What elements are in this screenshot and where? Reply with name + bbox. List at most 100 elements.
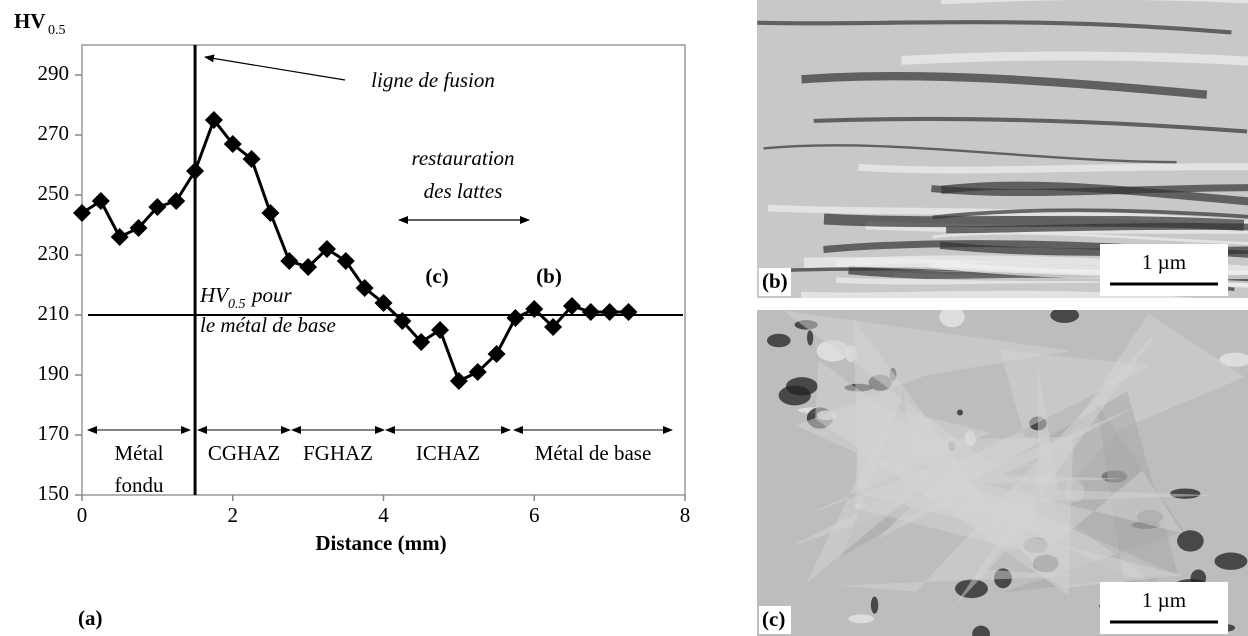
y-tick-label: 230 xyxy=(38,241,70,265)
data-point xyxy=(393,312,412,330)
texture xyxy=(972,625,990,636)
data-point xyxy=(374,294,393,312)
texture xyxy=(954,313,1245,607)
x-tick-label: 4 xyxy=(378,503,389,527)
data-point xyxy=(506,309,525,327)
texture xyxy=(956,409,964,416)
data-point xyxy=(186,162,205,180)
texture xyxy=(800,290,1194,298)
label-box xyxy=(759,268,791,296)
texture xyxy=(807,329,814,346)
texture xyxy=(763,144,1177,164)
data-point xyxy=(544,318,563,336)
scale-box xyxy=(1100,244,1228,296)
texture xyxy=(1050,310,1080,323)
y-tick-label: 170 xyxy=(38,421,70,445)
base-annotation: HV xyxy=(199,283,230,307)
data-point xyxy=(581,303,600,321)
x-tick-label: 2 xyxy=(228,503,239,527)
data-point xyxy=(562,297,581,315)
texture xyxy=(858,163,1248,174)
x-axis-label: Distance (mm) xyxy=(315,531,446,555)
scale-label: 1 µm xyxy=(1142,250,1186,274)
data-point xyxy=(73,204,91,222)
base-annotation: pour xyxy=(250,283,293,307)
data-point xyxy=(431,321,450,339)
data-point xyxy=(261,204,280,222)
data-point xyxy=(487,345,506,363)
plot-frame xyxy=(81,44,686,496)
y-tick-label: 270 xyxy=(38,121,70,145)
y-tick-label: 190 xyxy=(38,361,70,385)
zone-label: Métal de base xyxy=(535,441,652,465)
point-annotation: (b) xyxy=(536,264,562,288)
texture xyxy=(932,208,1248,220)
data-point xyxy=(449,372,468,390)
texture xyxy=(931,184,1248,197)
data-point xyxy=(412,333,431,351)
data-point xyxy=(280,252,299,270)
scale-label: 1 µm xyxy=(1142,588,1186,612)
micrograph-label: (c) xyxy=(762,607,785,631)
y-tick-label: 250 xyxy=(38,181,70,205)
data-point xyxy=(525,300,544,318)
texture xyxy=(848,614,874,624)
x-tick-label: 6 xyxy=(529,503,540,527)
texture xyxy=(766,333,791,348)
texture xyxy=(1177,530,1204,552)
x-tick-label: 0 xyxy=(77,503,88,527)
scale-box xyxy=(1100,582,1228,634)
label-box xyxy=(759,606,791,634)
fusion-arrow xyxy=(204,54,346,81)
data-point xyxy=(91,192,110,210)
restoration-annotation: restauration xyxy=(411,146,514,170)
data-point xyxy=(468,363,487,381)
texture xyxy=(801,71,1208,99)
texture xyxy=(813,116,1248,134)
y-axis-label: HV xyxy=(14,9,46,33)
data-point xyxy=(600,303,619,321)
base-annotation: le métal de base xyxy=(200,313,336,337)
texture xyxy=(836,255,1248,274)
zone-label: CGHAZ xyxy=(208,441,280,465)
data-point xyxy=(167,192,186,210)
x-tick-label: 8 xyxy=(680,503,691,527)
y-tick-label: 150 xyxy=(38,481,70,505)
data-point xyxy=(204,111,223,129)
point-annotation: (c) xyxy=(425,264,448,288)
zone-label: FGHAZ xyxy=(303,441,373,465)
texture xyxy=(823,213,1245,231)
texture xyxy=(789,349,1152,547)
data-line xyxy=(81,116,629,384)
data-point xyxy=(299,258,318,276)
restoration-annotation: des lattes xyxy=(424,179,503,203)
texture xyxy=(1219,352,1248,367)
fusion-annotation: ligne de fusion xyxy=(371,68,495,92)
micrograph-label: (b) xyxy=(762,269,788,293)
data-point xyxy=(317,240,336,258)
texture xyxy=(1169,488,1201,499)
data-point xyxy=(619,303,638,321)
y-tick-label: 210 xyxy=(38,301,70,325)
texture xyxy=(946,223,1248,234)
texture xyxy=(932,231,1248,245)
zone-label: Métal xyxy=(115,441,164,465)
data-point xyxy=(355,279,374,297)
texture xyxy=(901,51,1248,66)
zone-label: fondu xyxy=(115,473,164,497)
zone-label: ICHAZ xyxy=(416,441,480,465)
data-point xyxy=(148,198,167,216)
data-point xyxy=(223,135,242,153)
texture xyxy=(855,452,1183,556)
data-point xyxy=(336,252,355,270)
y-tick-label: 290 xyxy=(38,61,70,85)
data-point xyxy=(242,150,261,168)
data-point xyxy=(110,228,129,246)
texture xyxy=(778,385,811,406)
data-point xyxy=(129,219,148,237)
micrograph xyxy=(757,310,1248,636)
texture xyxy=(870,596,879,614)
base-annotation-sub: 0.5 xyxy=(228,297,246,312)
